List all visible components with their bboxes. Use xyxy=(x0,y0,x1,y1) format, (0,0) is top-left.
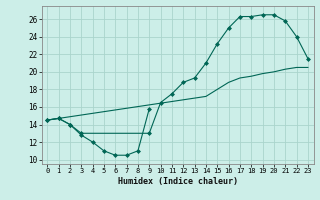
X-axis label: Humidex (Indice chaleur): Humidex (Indice chaleur) xyxy=(118,177,237,186)
